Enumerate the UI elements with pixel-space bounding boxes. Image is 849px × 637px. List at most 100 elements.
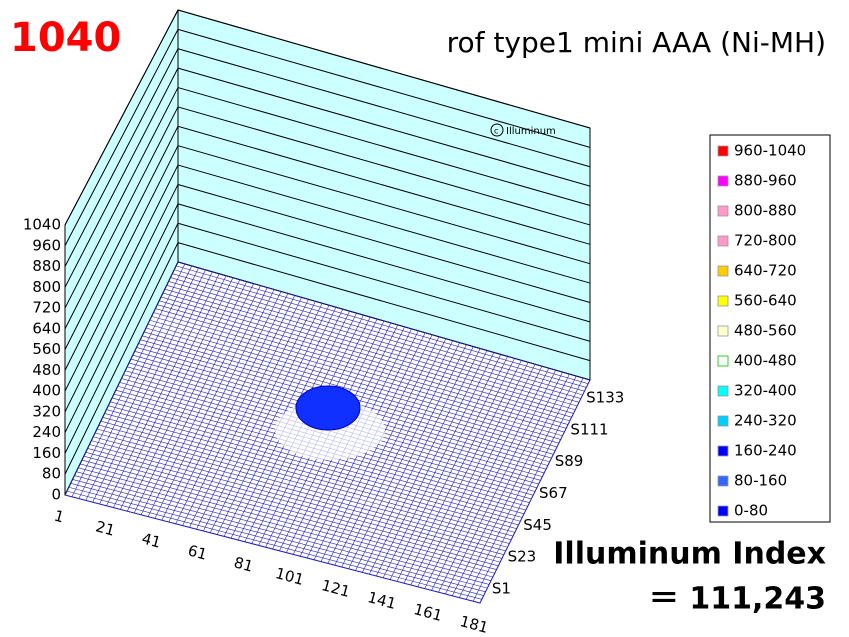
grid-line [64,222,591,454]
legend-label: 560-640 [734,292,797,310]
legend-label: 800-880 [734,202,797,220]
grid-line [64,242,591,475]
grid-line [64,48,591,267]
legend-label: 720-800 [734,232,797,250]
x-tick-label: 41 [140,529,163,551]
legend-swatch [717,355,729,367]
legend-label: 0-80 [734,502,768,520]
legend-box [709,134,831,523]
max-label: 1040 [10,15,121,61]
mesh-line [417,362,529,587]
mesh-line [465,375,577,600]
z-tick-label: 560 [32,340,61,358]
plot-area: 0 80 160 240 320 400 480 560 640 720 800 880 960 1040… [23,9,624,637]
x-tick-label: 181 [458,612,490,637]
z-tick-label: 880 [32,257,61,275]
mesh-line [174,269,587,388]
legend-swatch [717,445,729,457]
z-tick-label: 1040 [23,216,61,234]
mesh-line [445,370,556,595]
z-tick-label: 320 [32,402,61,420]
mesh-line [177,261,591,381]
mesh-line [424,364,536,589]
copyright-icon [490,123,504,137]
mesh-line [479,379,591,604]
x-tick-label: 141 [366,588,398,613]
legend-label: 400-480 [734,352,797,370]
y-tick-label: S111 [570,420,608,438]
x-tick-label: 1 [52,507,66,527]
grid-line [64,164,591,392]
mesh-line [472,377,584,602]
grid-line [64,183,591,413]
legend-label: 640-720 [734,262,797,280]
legend-label: 240-320 [734,412,797,430]
grid-line [64,203,591,433]
index-value: ＝ 111,243 [649,582,826,617]
grid-line [64,145,591,371]
z-tick-label: 0 [51,486,61,504]
legend-swatch [717,145,729,157]
grid-line [64,86,591,309]
legend-label: 880-960 [734,172,797,190]
x-tick-label: 21 [94,517,117,539]
x-tick-label: 161 [412,600,444,625]
legend-label: 960-1040 [734,142,806,160]
legend-swatch [717,385,729,397]
z-tick-label: 80 [42,465,61,483]
z-tick-label: 720 [32,299,61,317]
mesh-line [431,366,543,591]
z-tick-label: 800 [32,278,61,296]
z-tick-label: 960 [32,236,61,254]
y-tick-label: S67 [539,484,568,502]
x-tick-label: 81 [232,553,255,575]
mesh-line [168,281,581,399]
y-tick-label: S1 [492,580,511,598]
x-tick-label: 61 [186,541,209,563]
legend-swatch [717,295,729,307]
legend-swatch [717,475,729,487]
legend-swatch [717,415,729,427]
mesh-line [159,300,572,418]
legend: 960-1040 880-960 800-880 720-800 640-720 560-… [717,142,806,520]
mesh-line [438,368,550,593]
copyright-c: c [494,127,498,136]
watermark: Illuminum [506,126,556,137]
z-tick-label: 240 [32,423,61,441]
mesh-line [170,277,583,396]
legend-swatch [717,235,729,247]
mesh-line [452,372,563,596]
y-tick-label: S89 [555,452,584,470]
mesh-line [172,273,585,392]
mesh-line [458,373,570,598]
x-tick-label: 121 [320,576,352,601]
grid-line [64,28,591,247]
legend-swatch [717,505,729,517]
index-label: Illuminum Index [553,537,826,572]
legend-swatch [717,175,729,187]
legend-label: 80-160 [734,472,787,490]
legend-label: 160-240 [734,442,797,460]
grid-line [64,106,591,330]
z-tick-label: 640 [32,319,61,337]
chart-title: rof type1 mini AAA (Ni-MH) [447,26,826,59]
mesh-line [176,265,589,385]
surface-peak [295,385,361,431]
mesh-line [160,296,574,414]
legend-swatch [717,265,729,277]
legend-label: 480-560 [734,322,797,340]
legend-swatch [717,325,729,337]
y-tick-label: S45 [523,516,552,534]
mesh-line [162,292,576,411]
grid-line [64,67,591,288]
mesh-line [164,288,578,407]
mesh-line [166,285,580,403]
z-tick-label: 160 [32,444,61,462]
y-tick-label: S23 [508,548,537,566]
y-tick-label: S133 [586,388,624,406]
x-tick-label: 101 [274,564,306,589]
z-tick-label: 480 [32,361,61,379]
legend-label: 320-400 [734,382,797,400]
grid-line [64,125,591,350]
